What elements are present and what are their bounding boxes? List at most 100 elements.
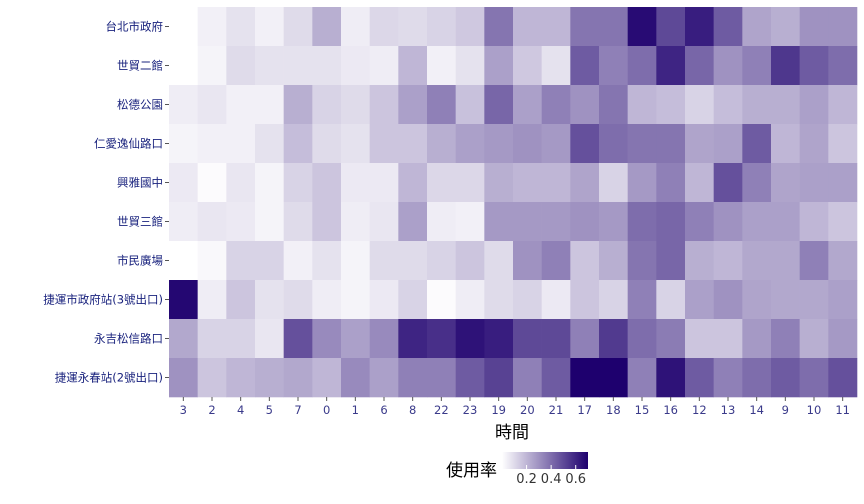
heatmap-cell bbox=[341, 85, 370, 125]
y-tick-label: 市民廣場 bbox=[117, 254, 163, 268]
x-tick-label: 18 bbox=[606, 403, 621, 417]
heatmap-cell bbox=[255, 46, 284, 86]
heatmap-cell bbox=[341, 319, 370, 359]
x-tick-label: 20 bbox=[520, 403, 535, 417]
heatmap-cell bbox=[283, 280, 313, 320]
heatmap-cell bbox=[627, 280, 657, 320]
heatmap-cell bbox=[398, 202, 428, 242]
heatmap-cell bbox=[656, 124, 686, 164]
y-tick-label: 仁愛逸仙路口 bbox=[94, 137, 163, 151]
heatmap-cell bbox=[312, 163, 342, 203]
heatmap-cell bbox=[713, 319, 743, 359]
heatmap-cell bbox=[771, 46, 800, 86]
legend-title: 使用率 bbox=[446, 460, 497, 481]
y-tick-label: 興雅國中 bbox=[117, 176, 163, 190]
heatmap-cell bbox=[283, 124, 313, 164]
x-tick-label: 9 bbox=[782, 403, 789, 417]
heatmap-cell bbox=[570, 319, 600, 359]
heatmap-cell bbox=[799, 163, 829, 203]
heatmap-cell bbox=[283, 358, 313, 398]
heatmap-cell bbox=[656, 280, 686, 320]
heatmap-cell bbox=[513, 46, 542, 86]
heatmap-cell bbox=[427, 280, 456, 320]
x-tick-label: 3 bbox=[180, 403, 187, 417]
heatmap-cell bbox=[369, 124, 399, 164]
heatmap-cell bbox=[398, 358, 428, 398]
heatmap-cell bbox=[799, 358, 829, 398]
heatmap-cell bbox=[570, 241, 600, 281]
y-axis: 台北市政府世貿二館松德公園仁愛逸仙路口興雅國中世貿三館市民廣場捷運市政府站(3號… bbox=[43, 20, 169, 385]
heatmap-cell bbox=[312, 7, 342, 47]
heatmap-cell bbox=[513, 7, 542, 47]
heatmap-cell bbox=[599, 280, 628, 320]
legend-tick-label: 0.6 bbox=[565, 472, 586, 487]
y-tick-label: 捷運永春站(2號出口) bbox=[55, 371, 163, 385]
x-tick-label: 17 bbox=[577, 403, 592, 417]
heatmap-cell bbox=[513, 202, 542, 242]
heatmap-cell bbox=[169, 46, 198, 86]
heatmap-cell bbox=[341, 124, 370, 164]
heatmap-cell bbox=[455, 202, 485, 242]
heatmap-cell bbox=[283, 319, 313, 359]
heatmap-cell bbox=[169, 202, 198, 242]
heatmap-cell bbox=[341, 280, 370, 320]
heatmap-cell bbox=[197, 319, 227, 359]
heatmap-cell bbox=[197, 85, 227, 125]
heatmap-cell bbox=[197, 124, 227, 164]
heatmap-cell bbox=[685, 202, 714, 242]
heatmap-cell bbox=[828, 85, 858, 125]
heatmap-cell bbox=[828, 46, 858, 86]
heatmap-cell bbox=[341, 358, 370, 398]
heatmap-cell bbox=[799, 319, 829, 359]
heatmap-cell bbox=[255, 280, 284, 320]
heatmap-cell bbox=[799, 46, 829, 86]
heatmap-cell bbox=[742, 358, 772, 398]
heatmap-cell bbox=[685, 358, 714, 398]
x-tick-label: 5 bbox=[266, 403, 273, 417]
heatmap-cell bbox=[513, 124, 542, 164]
x-tick-label: 11 bbox=[835, 403, 850, 417]
heatmap-cell bbox=[599, 7, 628, 47]
heatmap-cell bbox=[828, 358, 858, 398]
heatmap-cell bbox=[255, 7, 284, 47]
heatmap-cell bbox=[312, 241, 342, 281]
heatmap-cell bbox=[427, 124, 456, 164]
heatmap-cell bbox=[513, 163, 542, 203]
y-tick-label: 捷運市政府站(3號出口) bbox=[43, 293, 163, 307]
heatmap-cell bbox=[541, 319, 571, 359]
heatmap-cell bbox=[427, 319, 456, 359]
heatmap-cell bbox=[599, 124, 628, 164]
heatmap-cell bbox=[455, 319, 485, 359]
x-tick-label: 14 bbox=[749, 403, 764, 417]
heatmap-cell bbox=[599, 241, 628, 281]
heatmap-cell bbox=[828, 124, 858, 164]
heatmap-cell bbox=[627, 7, 657, 47]
legend-colorbar bbox=[502, 452, 588, 469]
heatmap-cell bbox=[513, 85, 542, 125]
heatmap-cell bbox=[742, 124, 772, 164]
heatmap-cell bbox=[398, 124, 428, 164]
heatmap-cell bbox=[541, 280, 571, 320]
x-tick-label: 2 bbox=[208, 403, 215, 417]
heatmap-cell bbox=[427, 358, 456, 398]
heatmap-cell bbox=[312, 124, 342, 164]
heatmap-cell bbox=[169, 319, 198, 359]
heatmap-cell bbox=[656, 202, 686, 242]
heatmap-cell bbox=[255, 85, 284, 125]
heatmap-cell bbox=[398, 319, 428, 359]
legend-ticks: 0.2 0.4 0.6 bbox=[516, 465, 586, 487]
heatmap-cell bbox=[255, 202, 284, 242]
heatmap-cell bbox=[341, 7, 370, 47]
heatmap-cell bbox=[427, 46, 456, 86]
heatmap-cell bbox=[255, 319, 284, 359]
heatmap-cell bbox=[771, 241, 800, 281]
heatmap-cell bbox=[713, 124, 743, 164]
heatmap-cell bbox=[226, 319, 256, 359]
legend-tick-label: 0.2 bbox=[516, 472, 537, 487]
heatmap-cell bbox=[197, 241, 227, 281]
heatmap-cell bbox=[627, 46, 657, 86]
y-tick-label: 永吉松信路口 bbox=[94, 332, 163, 346]
heatmap-cell bbox=[369, 46, 399, 86]
heatmap-cell bbox=[742, 163, 772, 203]
heatmap-cell bbox=[541, 241, 571, 281]
